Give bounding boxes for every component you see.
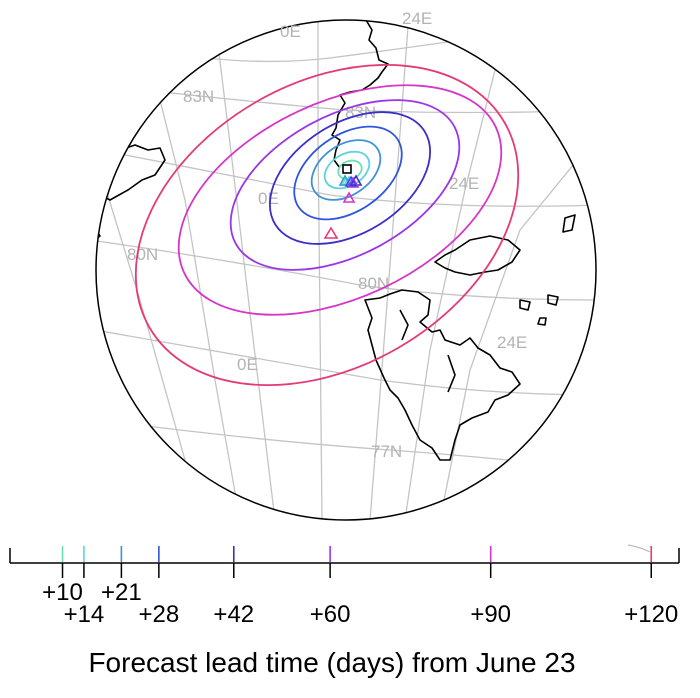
contour-plus-21 — [310, 139, 382, 201]
svalbard-fjord — [399, 309, 409, 341]
forecast-contours — [134, 64, 520, 386]
contour-plus-28 — [293, 125, 403, 221]
forecast-markers — [323, 164, 363, 239]
greenland-coast-west — [99, 144, 166, 201]
meridian-line — [317, 20, 323, 520]
marker-plus-90 — [342, 191, 356, 203]
start-position-marker — [342, 164, 352, 174]
grid-label-lon-24e-lower: 24E — [497, 333, 527, 352]
parallel-line — [96, 329, 596, 396]
tick-label-120: +120 — [624, 601, 678, 628]
meridian-line — [439, 119, 596, 520]
tick-label-90: +90 — [470, 601, 511, 628]
tick-label-14: +14 — [64, 601, 105, 628]
parallel-line — [96, 239, 596, 301]
svalbard-island — [537, 317, 547, 326]
axis-curve-mark — [627, 544, 651, 553]
svalbard-coast — [364, 289, 521, 461]
axis-caption: Forecast lead time (days) from June 23 — [88, 647, 575, 678]
tick-label-42: +42 — [213, 601, 254, 628]
grid-label-lat-80n-left: 80N — [127, 245, 158, 264]
contour-plus-120 — [134, 64, 520, 386]
grid-label-lon-24e-center: 24E — [449, 174, 479, 193]
contour-plus-42 — [268, 111, 432, 245]
svalbard-coast — [434, 235, 521, 276]
contour-plus-14 — [323, 150, 371, 190]
globe-outline — [95, 19, 597, 521]
svalbard-island — [562, 214, 576, 233]
tick-label-60: +60 — [310, 601, 351, 628]
meridian-line — [149, 59, 241, 520]
greenland-inlet — [127, 121, 139, 133]
grid-label-lon-0e-center: 0E — [258, 189, 279, 208]
marker-plus-120 — [323, 226, 339, 239]
parallel-line — [99, 20, 596, 63]
meridian-line — [369, 20, 411, 520]
contour-plus-60 — [229, 99, 461, 271]
contour-plus-90 — [177, 84, 503, 316]
tick-group: +10+14+21+28 +42 +60 +90 +120 — [42, 546, 678, 628]
greenland-inlet — [96, 227, 101, 243]
grid-label-lat-80n-center: 80N — [358, 274, 389, 293]
grid-label-lon-0e-lower: 0E — [237, 355, 258, 374]
grid-label-lat-83n-left: 83N — [183, 87, 214, 106]
meridian-line — [214, 20, 276, 520]
tick-label-21: +21 — [101, 579, 142, 606]
svalbard-island — [519, 299, 531, 311]
tick-label-28: +28 — [138, 601, 179, 628]
tick-label-10: +10 — [42, 579, 83, 606]
svalbard-island — [547, 294, 559, 306]
grid-label-lat-77n: 77N — [371, 442, 402, 461]
meridian-line — [99, 169, 186, 461]
grid-label-lon-24e-top: 24E — [402, 9, 432, 28]
svalbard-fjord — [447, 354, 456, 393]
lead-time-axis: +10+14+21+28 +42 +60 +90 +120 — [9, 544, 680, 628]
marker-plus-21 — [338, 174, 352, 186]
grid-label-lon-0e-top: 0E — [280, 22, 301, 41]
marker-plus-60 — [346, 176, 360, 188]
parallel-line — [99, 84, 596, 114]
